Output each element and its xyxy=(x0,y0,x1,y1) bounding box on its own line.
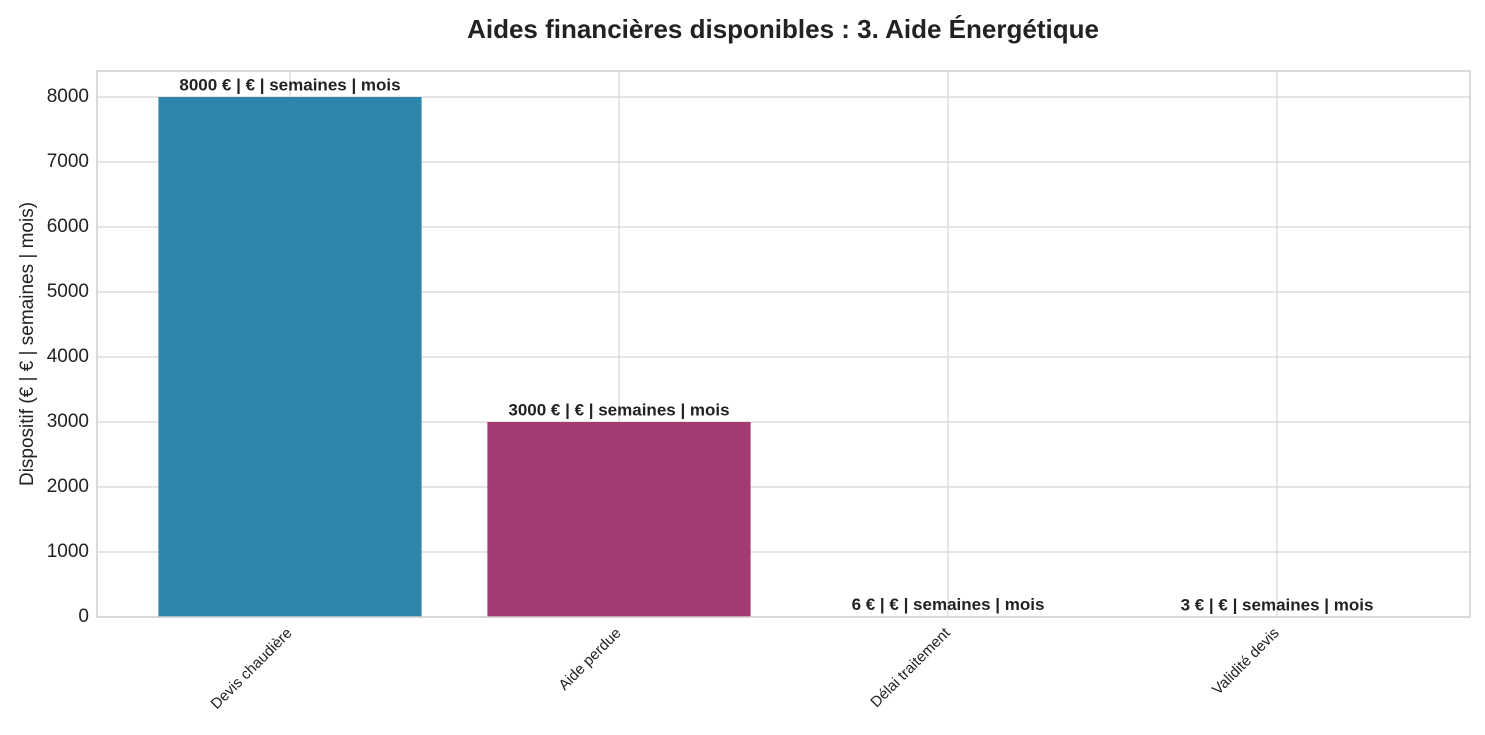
value-label: 3 € | € | semaines | mois xyxy=(1181,595,1374,614)
y-tick-label: 2000 xyxy=(47,476,89,497)
y-tick-label: 4000 xyxy=(47,346,89,367)
chart-title: Aides financières disponibles : 3. Aide … xyxy=(467,14,1099,44)
value-label: 6 € | € | semaines | mois xyxy=(852,595,1045,614)
y-tick-label: 5000 xyxy=(47,281,89,302)
plot-frame xyxy=(96,70,1471,618)
value-label: 8000 € | € | semaines | mois xyxy=(179,75,400,94)
y-tick-label: 8000 xyxy=(47,86,89,107)
bar xyxy=(487,422,751,617)
y-tick-label: 0 xyxy=(78,606,89,627)
bar xyxy=(158,97,422,617)
y-axis-label: Dispositif (€ | € | semaines | mois) xyxy=(17,202,38,486)
value-label: 3000 € | € | semaines | mois xyxy=(508,400,729,419)
y-tick-label: 3000 xyxy=(47,411,89,432)
y-tick-label: 7000 xyxy=(47,151,89,172)
y-tick-label: 6000 xyxy=(47,216,89,237)
y-tick-label: 1000 xyxy=(47,541,89,562)
